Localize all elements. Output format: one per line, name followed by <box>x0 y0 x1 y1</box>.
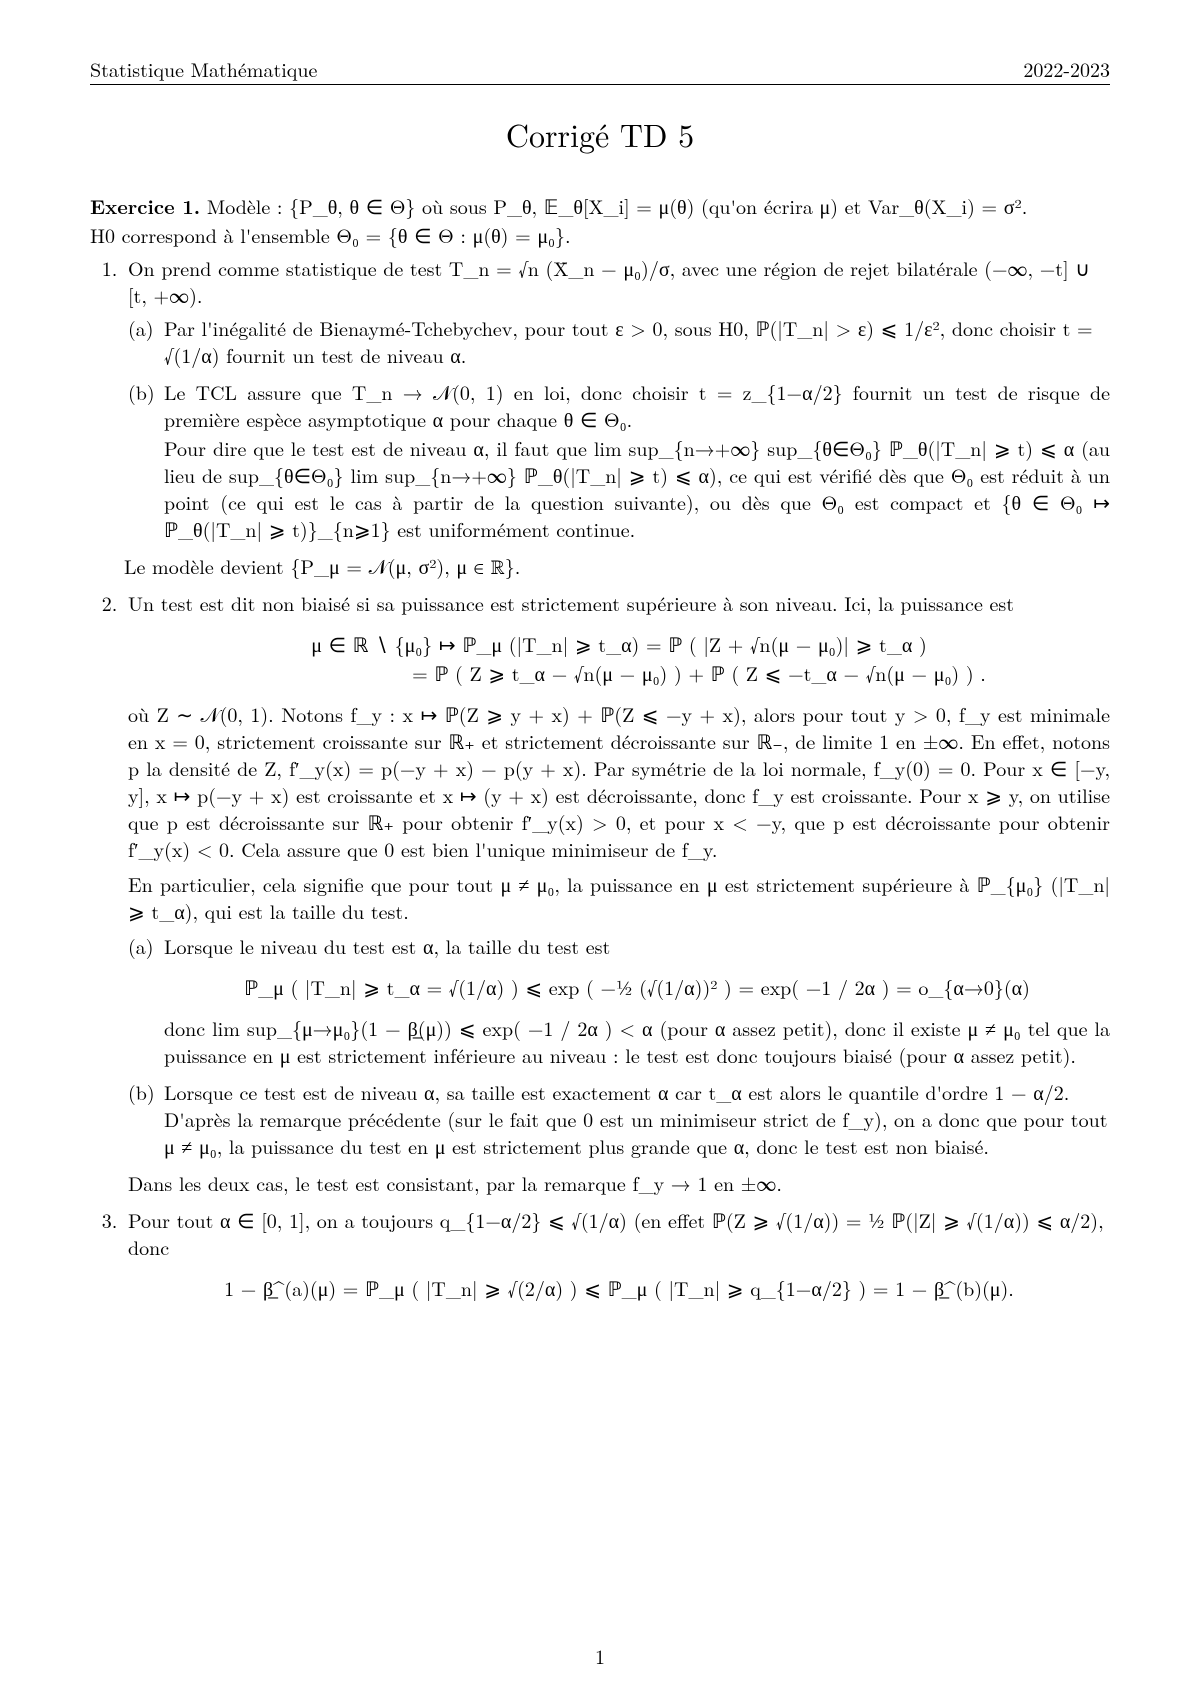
page-title: Corrigé TD 5 <box>90 113 1110 156</box>
item-1a: Par l'inégalité de Bienaymé-Tchebychev, … <box>158 314 1110 368</box>
item-2a-eq-line: ℙ_μ ( |T_n| ⩾ t_α = √(1/α) ) ⩽ exp ( −½ … <box>164 973 1110 1000</box>
item-1-lead: On prend comme statistique de test T_n =… <box>128 253 1090 309</box>
item-3: Pour tout α ∈ [0, 1], on a toujours q_{1… <box>124 1206 1110 1301</box>
item-1: On prend comme statistique de test T_n =… <box>124 254 1110 579</box>
exercise-label: Exercice 1. <box>90 191 200 220</box>
item-1b-p1: Le TCL assure que T_n → 𝒩(0, 1) en loi, … <box>164 378 1110 432</box>
item-1a-text: Par l'inégalité de Bienaymé-Tchebychev, … <box>164 313 1093 369</box>
item-2-para2: En particulier, cela signifie que pour t… <box>128 870 1110 924</box>
item-2-consistency: Dans les deux cas, le test est consistan… <box>128 1169 1110 1196</box>
main-list: On prend comme statistique de test T_n =… <box>90 254 1110 1301</box>
item-3-eq: 1 − β̲^(a)(μ) = ℙ_μ ( |T_n| ⩾ √(2/α) ) ⩽… <box>128 1274 1110 1301</box>
item-2-eq1a: μ ∈ ℝ ∖ {μ₀} ↦ ℙ_μ (|T_n| ⩾ t_α) = ℙ ( |… <box>128 630 1110 657</box>
item-2a-eq: ℙ_μ ( |T_n| ⩾ t_α = √(1/α) ) ⩽ exp ( −½ … <box>164 973 1110 1000</box>
item-3-lead: Pour tout α ∈ [0, 1], on a toujours q_{1… <box>128 1205 1104 1261</box>
item-2a-after: donc lim sup_{μ→μ₀}(1 − β̲(μ)) ⩽ exp( −1… <box>164 1014 1110 1068</box>
model-change: Le modèle devient {P_μ = 𝒩(μ, σ²), μ ∈ ℝ… <box>124 552 1110 579</box>
page-number: 1 <box>0 1642 1200 1669</box>
item-2-eq1: μ ∈ ℝ ∖ {μ₀} ↦ ℙ_μ (|T_n| ⩾ t_α) = ℙ ( |… <box>128 630 1110 686</box>
page: Statistique Mathématique 2022-2023 Corri… <box>0 0 1200 1697</box>
item-2-eq1b: = ℙ ( Z ⩾ t_α − √n(μ − μ₀) ) + ℙ ( Z ⩽ −… <box>128 659 1110 686</box>
item-3-eq-line: 1 − β̲^(a)(μ) = ℙ_μ ( |T_n| ⩾ √(2/α) ) ⩽… <box>128 1274 1110 1301</box>
item-2-sublist: Lorsque le niveau du test est α, la tail… <box>128 932 1110 1159</box>
item-1b: Le TCL assure que T_n → 𝒩(0, 1) en loi, … <box>158 378 1110 542</box>
exercise-intro: Modèle : {P_θ, θ ∈ Θ} où sous P_θ, 𝔼_θ[X… <box>207 191 1027 220</box>
item-2a: Lorsque le niveau du test est α, la tail… <box>158 932 1110 1068</box>
page-header: Statistique Mathématique 2022-2023 <box>90 55 1110 85</box>
header-right: 2022-2023 <box>1023 55 1110 82</box>
item-2b: Lorsque ce test est de niveau α, sa tail… <box>158 1078 1110 1159</box>
item-2-lead: Un test est dit non biaisé si sa puissan… <box>128 588 1014 617</box>
item-2b-text: Lorsque ce test est de niveau α, sa tail… <box>164 1077 1107 1160</box>
item-1b-p2: Pour dire que le test est de niveau α, i… <box>164 434 1110 542</box>
h0-line: H0 correspond à l'ensemble Θ₀ = {θ ∈ Θ :… <box>90 221 1110 248</box>
item-2a-lead: Lorsque le niveau du test est α, la tail… <box>164 931 610 960</box>
item-1-sublist: Par l'inégalité de Bienaymé-Tchebychev, … <box>128 314 1110 542</box>
header-left: Statistique Mathématique <box>90 55 317 82</box>
exercise-heading: Exercice 1. Modèle : {P_θ, θ ∈ Θ} où sou… <box>90 192 1110 219</box>
item-2: Un test est dit non biaisé si sa puissan… <box>124 589 1110 1196</box>
item-2-para1: où Z ∼ 𝒩(0, 1). Notons f_y : x ↦ ℙ(Z ⩾ y… <box>128 700 1110 862</box>
